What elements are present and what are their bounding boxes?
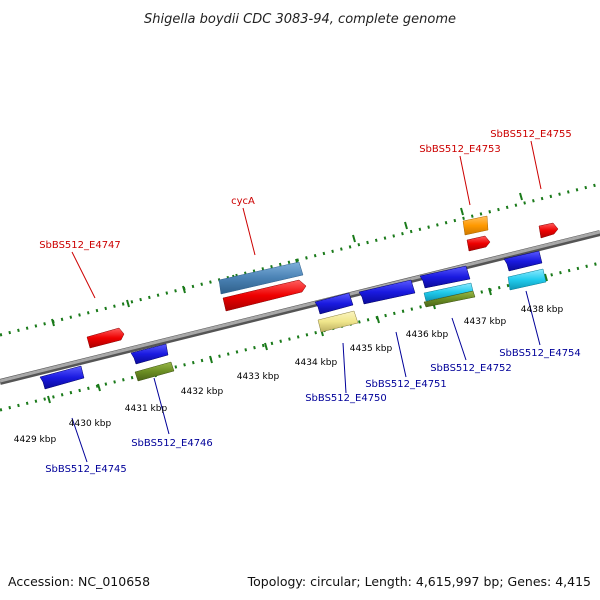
gene-sbbs512-e4750[interactable] — [314, 292, 354, 315]
scale-label-4429: 4429 kbp — [14, 435, 57, 445]
genome-backbone — [0, 230, 600, 383]
label-cyca: cycA — [231, 196, 255, 207]
label-sbbs512-e4755: SbBS512_E4755 — [490, 129, 572, 140]
label-sbbs512-e4752: SbBS512_E4752 — [430, 363, 512, 374]
label-sbbs512-e4745: SbBS512_E4745 — [45, 464, 127, 475]
scale-label-4437: 4437 kbp — [464, 317, 507, 327]
scale-label-4436: 4436 kbp — [406, 330, 449, 340]
top-leader-lines — [71, 140, 542, 299]
bottom-leader-lines — [71, 290, 541, 463]
scale-label-4433: 4433 kbp — [237, 372, 280, 382]
map-title: Shigella boydii CDC 3083-94, complete ge… — [144, 12, 456, 27]
label-sbbs512-e4750: SbBS512_E4750 — [305, 393, 387, 404]
gene-sbbs512-e4752[interactable] — [419, 265, 471, 289]
gene-olive-feature-1[interactable] — [134, 361, 175, 382]
scale-label-4438: 4438 kbp — [521, 305, 564, 315]
label-sbbs512-e4746: SbBS512_E4746 — [131, 438, 213, 449]
gene-cyca[interactable] — [222, 279, 307, 312]
scale-label-4435: 4435 kbp — [350, 344, 393, 354]
topology-text: Topology: circular; Length: 4,615,997 bp… — [247, 574, 591, 589]
scale-label-4430: 4430 kbp — [69, 419, 112, 429]
gene-sbbs512-e4746[interactable] — [130, 343, 169, 365]
gene-sbbs512-e4745[interactable] — [39, 365, 85, 390]
gene-sbbs512-e4755[interactable] — [538, 222, 559, 239]
label-sbbs512-e4753: SbBS512_E4753 — [419, 144, 501, 155]
gene-cyca-feature[interactable] — [218, 261, 304, 295]
label-sbbs512-e4747: SbBS512_E4747 — [39, 240, 121, 251]
lower-dotted-track — [0, 261, 600, 412]
accession-text: Accession: NC_010658 — [8, 574, 150, 589]
gene-sbbs512-e4751[interactable] — [358, 279, 416, 305]
gene-sbbs512-e4754[interactable] — [503, 250, 543, 272]
label-sbbs512-e4751: SbBS512_E4751 — [365, 379, 447, 390]
gene-olive-feature-2[interactable] — [423, 290, 476, 308]
gene-sbbs512-e4753[interactable] — [466, 235, 491, 252]
gene-orange-feature[interactable] — [462, 215, 489, 236]
scale-label-4431: 4431 kbp — [125, 404, 168, 414]
gene-cyan-feature-2[interactable] — [507, 268, 547, 291]
scale-label-4434: 4434 kbp — [295, 358, 338, 368]
gene-sbbs512-e4747[interactable] — [86, 327, 125, 349]
label-sbbs512-e4754: SbBS512_E4754 — [499, 348, 581, 359]
scale-label-4432: 4432 kbp — [181, 387, 224, 397]
gene-khaki-feature[interactable] — [317, 310, 359, 333]
